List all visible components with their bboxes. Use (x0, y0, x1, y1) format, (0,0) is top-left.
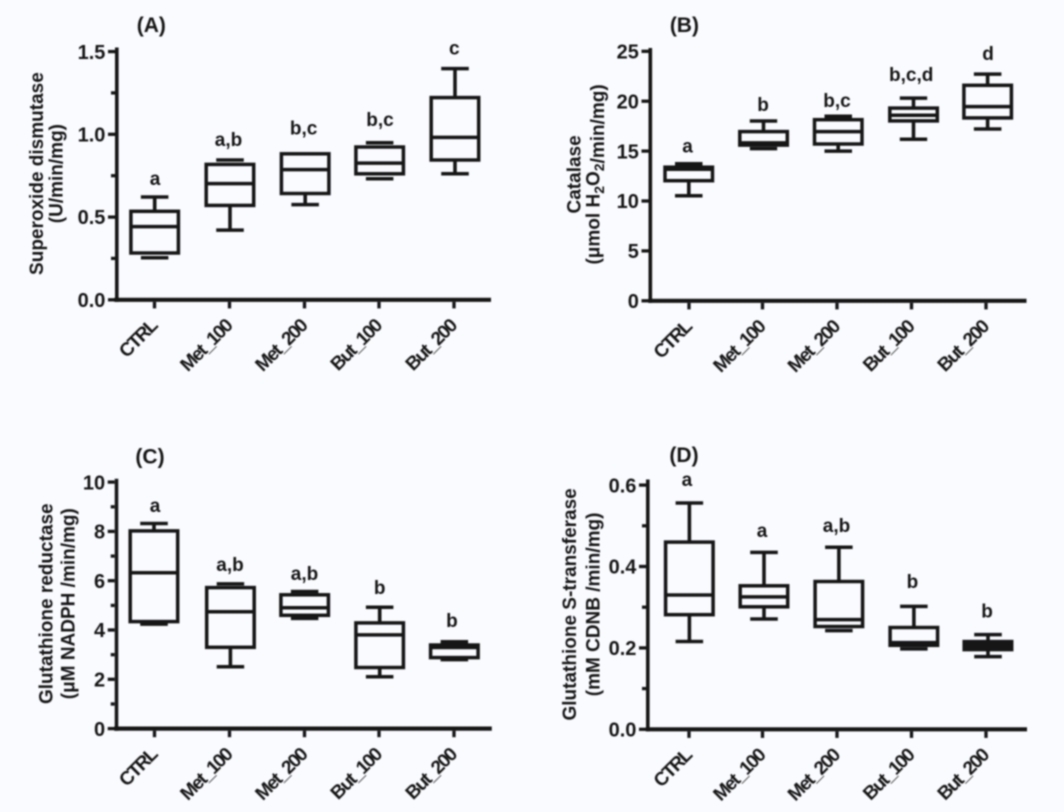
svg-text:b: b (374, 578, 386, 599)
svg-text:a: a (682, 470, 693, 491)
svg-text:5: 5 (628, 241, 639, 263)
svg-text:(mM CDNB /min/mg): (mM CDNB /min/mg) (584, 513, 605, 697)
svg-text:a,b: a,b (823, 516, 850, 537)
svg-text:Catalase: Catalase (565, 135, 586, 213)
svg-text:b: b (757, 95, 769, 116)
svg-text:(C): (C) (135, 446, 164, 469)
svg-text:b,c: b,c (366, 110, 394, 131)
svg-text:b: b (981, 602, 993, 623)
svg-text:(B): (B) (670, 14, 699, 37)
svg-text:0.0: 0.0 (609, 720, 637, 742)
svg-text:1.5: 1.5 (78, 42, 106, 64)
svg-text:(U/min/mg): (U/min/mg) (46, 124, 67, 223)
svg-text:0.5: 0.5 (78, 207, 106, 229)
svg-text:b,c: b,c (290, 119, 318, 140)
svg-text:d: d (982, 44, 994, 65)
svg-text:(A): (A) (137, 14, 166, 37)
svg-text:Superoxide dismutase: Superoxide dismutase (27, 72, 48, 275)
svg-text:0.6: 0.6 (609, 475, 637, 497)
svg-text:10: 10 (83, 472, 105, 494)
svg-text:b,c,d: b,c,d (889, 65, 933, 86)
svg-text:10: 10 (617, 191, 639, 213)
svg-text:25: 25 (617, 42, 639, 64)
svg-text:15: 15 (617, 141, 639, 163)
svg-text:Glutathione S-transferase: Glutathione S-transferase (560, 488, 581, 720)
svg-text:0.0: 0.0 (78, 290, 106, 312)
svg-text:20: 20 (617, 91, 639, 113)
svg-text:2: 2 (94, 670, 105, 692)
svg-text:8: 8 (94, 522, 105, 544)
svg-text:b,c: b,c (823, 91, 851, 112)
svg-text:a,b: a,b (215, 130, 242, 151)
svg-text:0: 0 (628, 291, 639, 313)
svg-text:6: 6 (94, 571, 105, 593)
svg-text:0: 0 (94, 719, 105, 741)
svg-text:b: b (446, 611, 458, 632)
svg-text:1.0: 1.0 (78, 125, 106, 147)
svg-text:(μM NADPH /min/mg): (μM NADPH /min/mg) (59, 508, 80, 699)
svg-text:a,b: a,b (291, 564, 318, 585)
svg-text:4: 4 (94, 620, 106, 642)
svg-text:Glutathione reductase: Glutathione reductase (37, 503, 58, 704)
svg-text:a: a (150, 169, 161, 190)
svg-text:b: b (907, 572, 919, 593)
svg-text:(D): (D) (669, 444, 698, 467)
svg-text:a: a (150, 496, 161, 517)
svg-text:0.4: 0.4 (609, 557, 638, 579)
svg-text:a,b: a,b (216, 555, 243, 576)
svg-text:a: a (757, 521, 768, 542)
svg-text:0.2: 0.2 (609, 638, 637, 660)
svg-text:a: a (682, 137, 693, 158)
svg-text:c: c (449, 39, 460, 60)
